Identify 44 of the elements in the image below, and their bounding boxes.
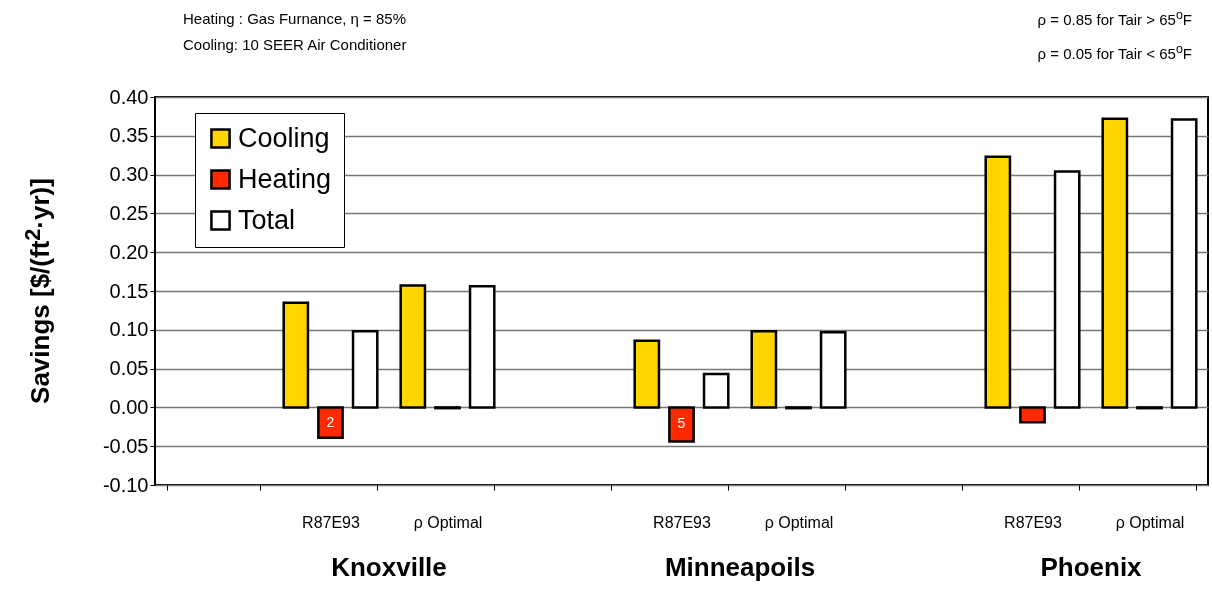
annotation: 2 [326, 413, 335, 430]
y-tick-label: 0.40 [109, 85, 149, 108]
bar [282, 301, 310, 409]
y-tick-label: 0.15 [109, 279, 149, 302]
text: ρ = 0.85 for Tair > 65$^{o}$F [1037, 8, 1192, 28]
bar [1170, 118, 1198, 409]
text: Heating : Gas Furnance, η = 85% [183, 10, 407, 27]
y-tick-label: 0.20 [109, 240, 149, 263]
x-tick-label: ρ Optimal [1115, 513, 1185, 531]
bar [984, 155, 1012, 409]
bar [468, 285, 496, 409]
y-tick-label: 0.35 [109, 124, 149, 147]
bar [702, 372, 730, 409]
bar [750, 330, 778, 409]
legend-label: Total [238, 204, 296, 235]
x-tick-label: R87E93 [653, 513, 712, 531]
bar [399, 284, 427, 409]
bar [1101, 117, 1129, 409]
text: Minneapoils [664, 552, 816, 583]
y-tick-label: -0.05 [102, 434, 149, 457]
text: Phoenix [1040, 552, 1142, 583]
y-tick-label: 0.00 [109, 395, 149, 418]
y-tick-label: 0.10 [109, 318, 149, 341]
annotation: 5 [677, 415, 686, 432]
bar [819, 330, 847, 409]
x-tick-label: R87E93 [1004, 513, 1063, 531]
bar [1053, 170, 1081, 409]
text: Knoxville [331, 552, 447, 583]
bar [668, 406, 695, 443]
text: Cooling: 10 SEER Air Conditioner [183, 36, 407, 53]
bar [1019, 406, 1046, 424]
bar [317, 406, 344, 439]
bar [351, 330, 379, 409]
x-tick-label: ρ Optimal [764, 513, 834, 531]
legend-label: Cooling [238, 122, 330, 153]
y-tick-label: 0.05 [109, 357, 149, 380]
y-tick-label: 0.25 [109, 201, 149, 224]
x-tick-label: R87E93 [302, 513, 361, 531]
bar [633, 339, 661, 409]
legend-label: Heating [238, 163, 332, 194]
y-tick-label: -0.10 [102, 473, 149, 496]
x-tick-label: ρ Optimal [413, 513, 483, 531]
y-tick-label: 0.30 [109, 163, 149, 186]
text: ρ = 0.05 for Tair < 65$^{o}$F [1037, 42, 1192, 62]
